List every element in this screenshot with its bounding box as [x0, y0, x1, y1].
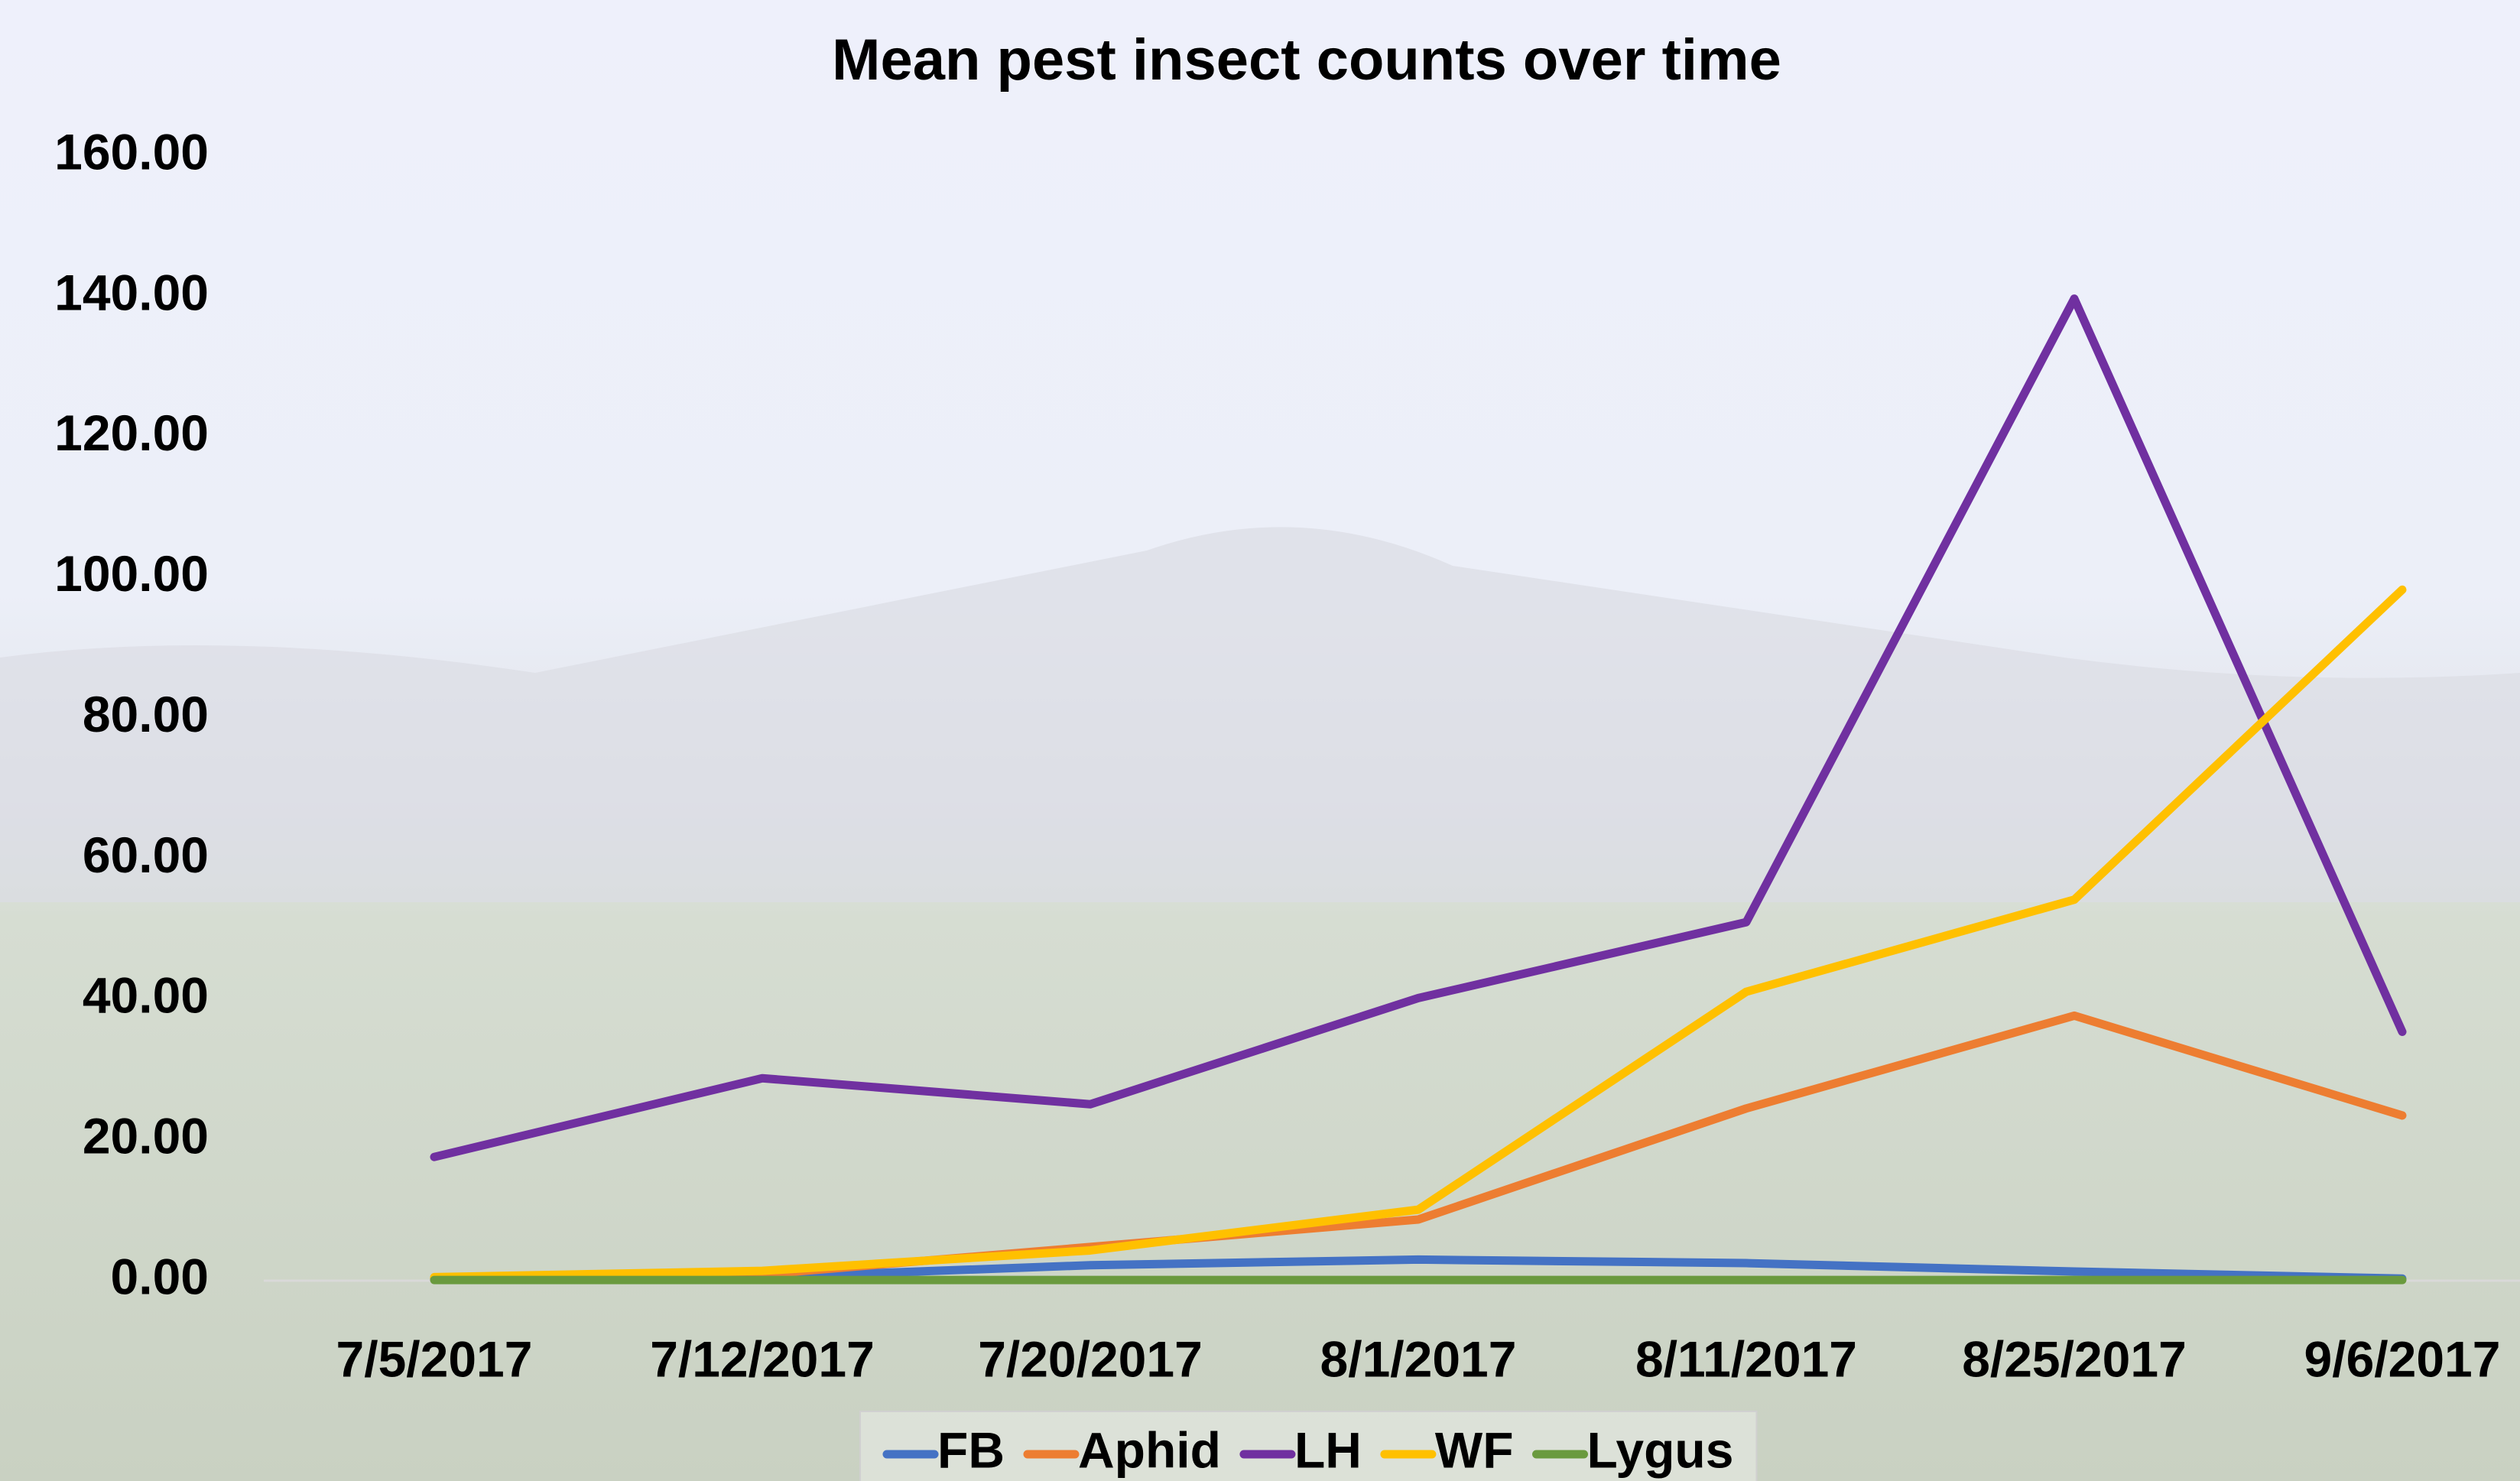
legend-label: FB: [937, 1421, 1005, 1478]
chart: Mean pest insect counts over time 0.00 20…: [0, 0, 2520, 1481]
y-tick-label: 60.00: [83, 827, 209, 883]
x-tick-label: 9/6/2017: [2304, 1330, 2501, 1387]
x-tick-label: 8/1/2017: [1320, 1330, 1517, 1387]
legend-label: WF: [1435, 1421, 1514, 1478]
x-tick-label: 7/20/2017: [978, 1330, 1203, 1387]
y-tick-label: 40.00: [83, 967, 209, 1024]
legend-label: Aphid: [1078, 1421, 1221, 1478]
x-tick-label: 7/12/2017: [650, 1330, 875, 1387]
y-tick-label: 0.00: [111, 1248, 209, 1304]
y-tick-label: 120.00: [54, 404, 209, 461]
legend-label: LH: [1294, 1421, 1362, 1478]
chart-title: Mean pest insect counts over time: [832, 28, 1781, 93]
y-tick-label: 160.00: [54, 123, 209, 180]
x-tick-label: 8/25/2017: [1962, 1330, 2187, 1387]
legend-label: Lygus: [1587, 1421, 1734, 1478]
x-tick-label: 8/11/2017: [1635, 1330, 1857, 1387]
y-tick-label: 80.00: [83, 686, 209, 742]
x-tick-label: 7/5/2017: [336, 1330, 533, 1387]
y-tick-label: 100.00: [54, 545, 209, 602]
y-tick-label: 20.00: [83, 1108, 209, 1164]
page: Mean pest insect counts over time 0.00 20…: [0, 0, 2520, 1481]
y-tick-label: 140.00: [54, 264, 209, 320]
